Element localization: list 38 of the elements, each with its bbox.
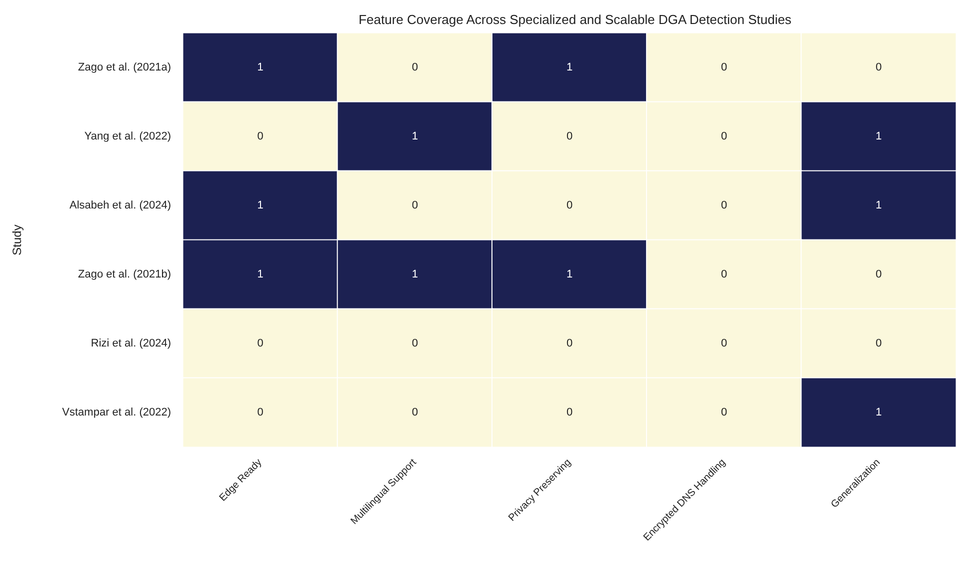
y-tick-label: Vstampar et al. (2022) <box>62 406 171 418</box>
data-label: 1 <box>257 200 264 212</box>
data-label: 0 <box>721 268 728 280</box>
y-tick-label: Zago et al. (2021a) <box>78 62 171 74</box>
data-label: 0 <box>566 338 573 350</box>
data-label: 0 <box>721 130 728 142</box>
y-tick-label: Alsabeh et al. (2024) <box>69 200 171 212</box>
data-label: 1 <box>876 130 882 142</box>
data-label: 1 <box>412 130 418 142</box>
data-label: 1 <box>257 268 264 280</box>
data-label: 1 <box>566 62 573 74</box>
chart-title: Feature Coverage Across Specialized and Scalable DGA Detection Studies <box>358 12 792 27</box>
data-label: 0 <box>566 130 573 142</box>
data-label: 0 <box>412 406 418 418</box>
data-label: 1 <box>876 200 882 212</box>
data-label: 0 <box>721 338 728 350</box>
data-label: 0 <box>412 200 418 212</box>
data-label: 0 <box>566 200 573 212</box>
y-tick-label: Yang et al. (2022) <box>84 130 171 142</box>
data-label: 0 <box>257 130 264 142</box>
data-label: 0 <box>412 338 418 350</box>
data-label: 1 <box>257 62 264 74</box>
data-label: 0 <box>876 62 882 74</box>
data-label: 0 <box>721 62 728 74</box>
data-label: 0 <box>412 62 418 74</box>
data-label: 0 <box>257 406 264 418</box>
data-label: 1 <box>412 268 418 280</box>
data-label: 0 <box>566 406 573 418</box>
data-label: 0 <box>876 268 882 280</box>
y-tick-label: Zago et al. (2021b) <box>78 268 171 280</box>
data-label: 0 <box>257 338 264 350</box>
data-label: 0 <box>721 200 728 212</box>
data-label: 1 <box>876 406 882 418</box>
data-label: 0 <box>721 406 728 418</box>
data-label: 0 <box>876 338 882 350</box>
y-tick-label: Rizi et al. (2024) <box>90 338 171 350</box>
y-axis-title: Study <box>10 224 24 256</box>
data-label: 1 <box>566 268 573 280</box>
